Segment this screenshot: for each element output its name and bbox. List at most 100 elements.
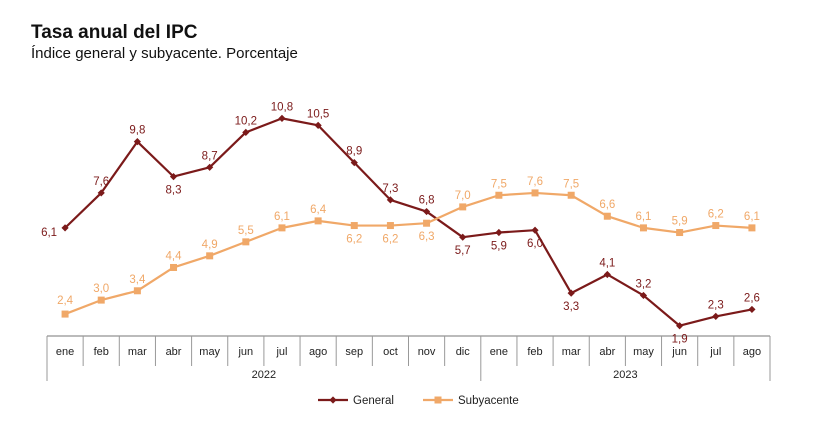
data-point-general — [97, 189, 105, 197]
data-point-general — [712, 312, 720, 321]
data-point-general — [676, 322, 684, 330]
data-point-subyacente — [386, 222, 394, 230]
data-point-subyacente — [567, 191, 575, 199]
data-label-general: 8,9 — [346, 146, 362, 158]
data-point-subyacente — [495, 191, 503, 199]
data-point-subyacente — [133, 287, 141, 295]
x-tick-label: ene — [56, 346, 74, 358]
data-label-subyacente: 5,5 — [238, 225, 254, 237]
data-point-subyacente — [314, 217, 322, 225]
x-tick-label: jun — [671, 346, 687, 358]
x-tick-label: sep — [345, 346, 363, 358]
data-label-subyacente: 2,4 — [57, 295, 74, 307]
legend-label-general: General — [353, 395, 394, 407]
x-tick-label: feb — [94, 346, 109, 358]
data-label-general: 2,6 — [744, 292, 760, 304]
data-point-subyacente — [350, 222, 358, 230]
data-label-general: 3,3 — [563, 301, 579, 313]
data-label-general: 4,1 — [599, 257, 615, 269]
data-point-general — [206, 163, 214, 171]
x-tick-label: jun — [237, 346, 253, 358]
data-point-general — [61, 224, 69, 232]
data-label-general: 5,9 — [491, 241, 507, 253]
year-label: 2022 — [252, 369, 276, 381]
data-label-subyacente: 7,6 — [527, 176, 543, 188]
legend-label-subyacente: Subyacente — [458, 395, 519, 407]
data-point-subyacente — [639, 224, 647, 232]
data-label-general: 10,2 — [235, 115, 257, 127]
x-tick-label: oct — [383, 346, 398, 358]
data-label-subyacente: 4,4 — [166, 250, 183, 262]
data-label-general: 3,2 — [635, 278, 651, 290]
data-point-subyacente — [61, 310, 69, 318]
data-label-subyacente: 6,6 — [599, 199, 615, 211]
x-tick-label: nov — [418, 346, 436, 358]
data-point-general — [531, 226, 539, 234]
x-tick-label: ene — [490, 346, 508, 358]
year-label: 2023 — [613, 369, 637, 381]
series-line-general — [64, 117, 753, 327]
data-label-subyacente: 6,4 — [310, 204, 327, 216]
data-label-general: 9,8 — [129, 125, 145, 137]
data-point-general — [278, 114, 286, 122]
data-point-general — [639, 291, 648, 300]
x-tick-label: abr — [599, 346, 615, 358]
data-label-subyacente: 4,9 — [202, 239, 218, 251]
data-point-general — [459, 233, 467, 241]
x-tick-label: may — [633, 346, 654, 358]
data-point-general — [386, 196, 395, 204]
data-label-general: 6,8 — [419, 195, 435, 207]
data-label-subyacente: 3,0 — [93, 283, 109, 295]
data-point-subyacente — [712, 222, 720, 230]
data-label-subyacente: 6,1 — [744, 211, 760, 223]
data-label-general: 7,3 — [382, 183, 398, 195]
data-label-subyacente: 7,0 — [455, 190, 471, 202]
data-point-general — [748, 305, 756, 314]
data-point-subyacente — [206, 252, 214, 260]
data-label-subyacente: 7,5 — [563, 178, 579, 190]
data-point-subyacente — [170, 263, 178, 271]
legend-marker-general — [329, 396, 337, 404]
data-point-subyacente — [97, 296, 105, 304]
data-label-subyacente: 5,9 — [672, 216, 688, 228]
data-label-general: 6,0 — [527, 238, 543, 250]
data-point-subyacente — [676, 229, 684, 237]
data-point-general — [603, 270, 611, 279]
data-point-subyacente — [278, 224, 286, 232]
chart-title: Tasa anual del IPC — [31, 22, 198, 43]
legend-marker-subyacente — [434, 396, 442, 404]
x-tick-label: jul — [709, 346, 721, 358]
data-point-general — [314, 121, 322, 129]
data-label-subyacente: 6,2 — [708, 209, 724, 221]
data-label-subyacente: 6,1 — [274, 211, 290, 223]
x-tick-label: ago — [309, 346, 327, 358]
data-point-subyacente — [603, 212, 611, 220]
data-label-general: 10,5 — [307, 108, 329, 120]
x-tick-label: jul — [275, 346, 287, 358]
series-line-subyacente — [64, 191, 752, 316]
data-label-general: 5,7 — [455, 245, 471, 257]
data-label-general: 2,3 — [708, 299, 724, 311]
data-label-subyacente: 7,5 — [491, 178, 507, 190]
x-tick-label: mar — [128, 346, 147, 358]
data-label-general: 8,3 — [166, 185, 182, 197]
data-label-general: 8,7 — [202, 150, 218, 162]
data-label-general: 7,6 — [93, 176, 109, 188]
data-point-subyacente — [242, 238, 250, 246]
chart-subtitle: Índice general y subyacente. Porcentaje — [31, 45, 298, 62]
data-label-subyacente: 6,1 — [635, 211, 651, 223]
data-point-general — [133, 138, 141, 146]
x-tick-label: abr — [166, 346, 182, 358]
x-tick-label: dic — [456, 346, 471, 358]
data-label-general: 6,1 — [41, 227, 57, 239]
data-point-general — [350, 159, 358, 167]
x-tick-label: may — [199, 346, 220, 358]
data-label-subyacente: 6,2 — [382, 234, 398, 246]
data-label-general: 1,9 — [672, 334, 688, 346]
data-point-general — [242, 128, 250, 136]
data-point-subyacente — [748, 224, 756, 232]
data-label-general: 10,8 — [271, 101, 293, 113]
data-point-general — [495, 228, 503, 237]
data-point-general — [422, 207, 431, 216]
